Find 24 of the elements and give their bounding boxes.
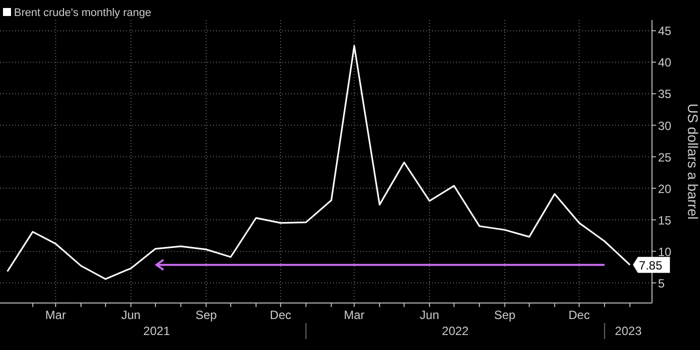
y-tick-label: 25	[658, 150, 672, 164]
text: 2022	[442, 324, 469, 338]
y-tick-label: 5	[658, 276, 665, 290]
text: 2021	[143, 324, 170, 338]
x-tick-label: Mar	[45, 308, 66, 322]
legend-label: Brent crude's monthly range	[14, 7, 152, 19]
y-tick-label: 20	[658, 182, 672, 196]
y-tick-label: 35	[658, 87, 672, 102]
text: 2023	[614, 324, 642, 338]
y-tick-label: 15	[658, 213, 672, 228]
y-tick-label: 10	[658, 244, 672, 259]
x-tick-label: Dec	[568, 308, 590, 322]
x-tick-label: Mar	[344, 308, 365, 322]
y-tick-label: 40	[658, 56, 672, 70]
x-tick-label: Dec	[270, 308, 292, 322]
x-tick-label: Jun	[420, 308, 440, 322]
y-tick-label: 45	[658, 24, 672, 38]
y-tick-label: 30	[658, 118, 672, 133]
x-tick-label: Sep	[195, 308, 218, 322]
data-label: 7.85	[638, 258, 663, 272]
y-axis-title: US dollars a barrel	[685, 104, 700, 220]
line-series	[6, 45, 631, 280]
x-tick-label: Sep	[494, 308, 516, 322]
x-tick-label: Jun	[121, 308, 141, 322]
